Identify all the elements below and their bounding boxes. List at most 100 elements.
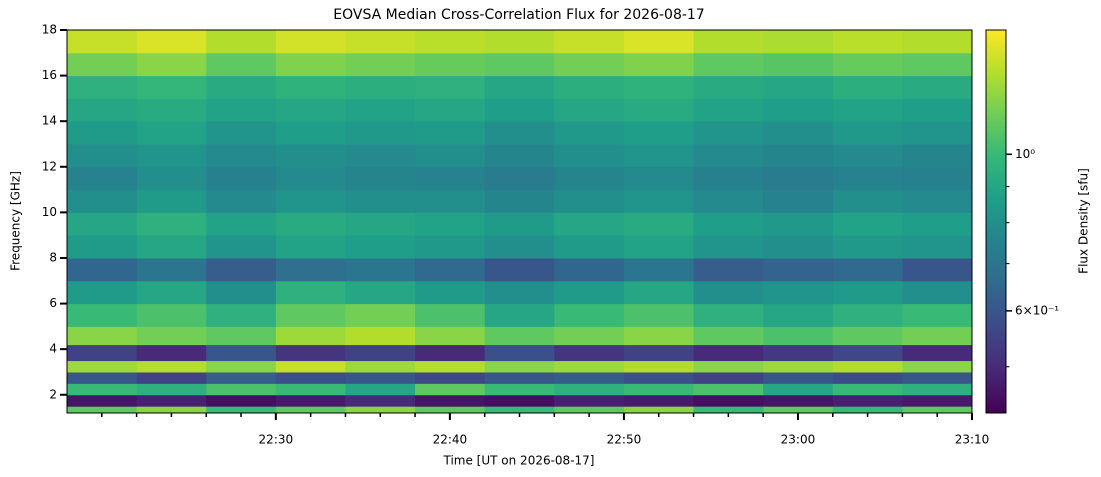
heatmap-cell — [275, 406, 346, 414]
heatmap-cell — [415, 303, 486, 327]
heatmap-cell — [902, 30, 973, 54]
heatmap-cell — [136, 371, 207, 384]
heatmap-cell — [415, 326, 486, 346]
heatmap-cell — [763, 75, 834, 99]
heatmap-cell — [136, 360, 207, 373]
heatmap-cell — [484, 75, 555, 99]
heatmap-cell — [693, 371, 764, 384]
heatmap-cell — [415, 212, 486, 236]
heatmap-cell — [832, 280, 903, 305]
heatmap-cell — [484, 189, 555, 213]
heatmap-cell — [275, 394, 346, 407]
heatmap-cell — [623, 303, 695, 327]
heatmap-cell — [345, 75, 416, 99]
heatmap-cell — [763, 189, 834, 213]
y-axis-label: Frequency [GHz] — [9, 171, 23, 271]
heatmap-cell — [345, 98, 416, 122]
heatmap-cell — [67, 235, 138, 259]
heatmap-cell — [67, 30, 138, 54]
heatmap-cell — [206, 280, 277, 305]
heatmap-cell — [693, 344, 764, 362]
heatmap-cell — [136, 280, 207, 305]
heatmap-cell — [136, 344, 207, 362]
heatmap-cell — [415, 406, 486, 414]
heatmap-cell — [484, 257, 555, 282]
heatmap-cell — [484, 280, 555, 305]
heatmap-cell — [693, 257, 764, 282]
heatmap-cell — [623, 360, 695, 373]
heatmap-cell — [554, 75, 625, 99]
heatmap-cell — [902, 189, 973, 213]
heatmap-cell — [832, 166, 903, 191]
heatmap-cell — [275, 303, 346, 327]
heatmap-cell — [484, 326, 555, 346]
heatmap-cell — [275, 52, 346, 77]
heatmap-cell — [415, 121, 486, 145]
heatmap-cell — [67, 303, 138, 327]
heatmap-cell — [763, 30, 834, 54]
heatmap-cell — [484, 98, 555, 122]
heatmap-cell — [206, 360, 277, 373]
heatmap-cell — [136, 30, 207, 54]
heatmap-cell — [763, 52, 834, 77]
heatmap-cell — [832, 75, 903, 99]
heatmap-cell — [902, 52, 973, 77]
heatmap-cell — [832, 212, 903, 236]
heatmap-cell — [623, 326, 695, 346]
heatmap-cell — [623, 75, 695, 99]
heatmap-cell — [345, 326, 416, 346]
heatmap-cell — [67, 371, 138, 384]
heatmap-cell — [136, 212, 207, 236]
x-tick-label: 23:00 — [781, 433, 816, 447]
heatmap-cell — [832, 371, 903, 384]
heatmap-cell — [275, 235, 346, 259]
heatmap-cell — [206, 189, 277, 213]
heatmap-cell — [67, 189, 138, 213]
heatmap-cell — [902, 406, 973, 414]
heatmap-cell — [902, 121, 973, 145]
heatmap-cell — [832, 257, 903, 282]
heatmap-cell — [136, 303, 207, 327]
heatmap-cell — [693, 383, 764, 396]
heatmap-cell — [763, 121, 834, 145]
colorbar — [985, 29, 1007, 414]
heatmap-cell — [67, 360, 138, 373]
heatmap-cell — [345, 406, 416, 414]
heatmap-cell — [902, 98, 973, 122]
heatmap-cell — [763, 360, 834, 373]
heatmap-cell — [275, 121, 346, 145]
heatmap-cell — [275, 98, 346, 122]
heatmap-cell — [623, 406, 695, 414]
heatmap-cell — [623, 143, 695, 168]
heatmap-cell — [693, 360, 764, 373]
heatmap-cell — [345, 303, 416, 327]
heatmap-cell — [206, 383, 277, 396]
heatmap-cell — [67, 280, 138, 305]
heatmap-cell — [206, 303, 277, 327]
heatmap-cell — [832, 189, 903, 213]
heatmap-cell — [206, 257, 277, 282]
heatmap-cell — [693, 98, 764, 122]
heatmap-cell — [693, 280, 764, 305]
heatmap-cell — [623, 98, 695, 122]
heatmap-cell — [902, 394, 973, 407]
heatmap-cell — [832, 98, 903, 122]
heatmap-cell — [136, 189, 207, 213]
heatmap-cell — [554, 121, 625, 145]
heatmap-cell — [206, 394, 277, 407]
heatmap-cell — [693, 52, 764, 77]
heatmap-cell — [763, 303, 834, 327]
heatmap-cell — [415, 383, 486, 396]
heatmap-cell — [693, 75, 764, 99]
heatmap-cell — [902, 344, 973, 362]
x-tick-label: 22:40 — [433, 433, 468, 447]
heatmap-cell — [345, 257, 416, 282]
heatmap-cell — [902, 257, 973, 282]
heatmap-cell — [484, 383, 555, 396]
heatmap-cell — [136, 143, 207, 168]
heatmap-cell — [554, 326, 625, 346]
heatmap-cell — [693, 121, 764, 145]
colorbar-label: Flux Density [sfu] — [1077, 168, 1091, 274]
heatmap-cell — [275, 257, 346, 282]
